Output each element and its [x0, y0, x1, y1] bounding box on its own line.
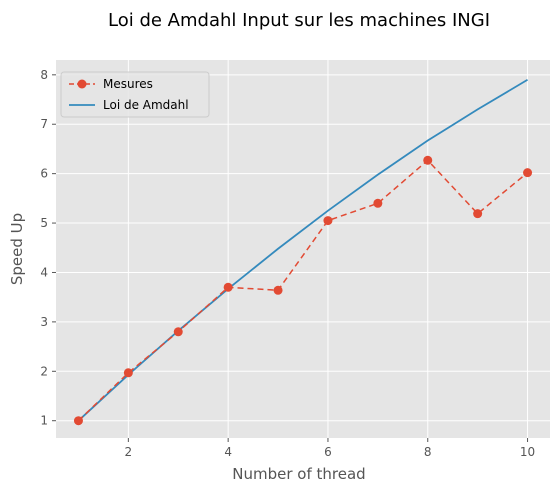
y-axis-label: Speed Up	[8, 213, 26, 285]
x-tick-label: 4	[224, 445, 232, 459]
data-point-mesures	[373, 198, 383, 208]
series-layer	[73, 78, 533, 426]
data-point-mesures	[473, 209, 483, 219]
data-point-mesures	[273, 285, 283, 295]
data-point-mesures	[73, 416, 83, 426]
x-tick-label: 8	[424, 445, 432, 459]
y-tick-label: 8	[40, 68, 48, 82]
legend-label-amdahl: Loi de Amdahl	[103, 98, 189, 112]
x-axis-label: Number of thread	[232, 465, 365, 483]
data-point-mesures	[423, 155, 433, 165]
legend-label-mesures: Mesures	[103, 77, 153, 91]
series-line-mesures	[77, 159, 529, 422]
y-tick-label: 1	[40, 414, 48, 428]
y-tick-label: 4	[40, 265, 48, 279]
y-tick-label: 7	[40, 117, 48, 131]
legend-box	[60, 71, 210, 118]
y-tick-label: 2	[40, 364, 48, 378]
legend-marker-mesures	[77, 79, 87, 89]
plot-area	[56, 60, 550, 438]
data-point-mesures	[173, 327, 183, 337]
chart-title: Loi de Amdahl Input sur les machines ING…	[108, 10, 490, 31]
x-tick-label: 2	[125, 445, 133, 459]
data-point-mesures	[223, 282, 233, 292]
grid	[56, 60, 550, 438]
y-tick-label: 3	[40, 315, 48, 329]
data-point-mesures	[523, 168, 533, 178]
x-tick-label: 10	[520, 445, 535, 459]
data-point-mesures	[323, 216, 333, 226]
legend: Mesures Loi de Amdahl	[60, 71, 210, 118]
data-point-mesures	[123, 368, 133, 378]
x-tick-label: 6	[324, 445, 332, 459]
y-tick-label: 5	[40, 216, 48, 230]
y-tick-label: 6	[40, 167, 48, 181]
